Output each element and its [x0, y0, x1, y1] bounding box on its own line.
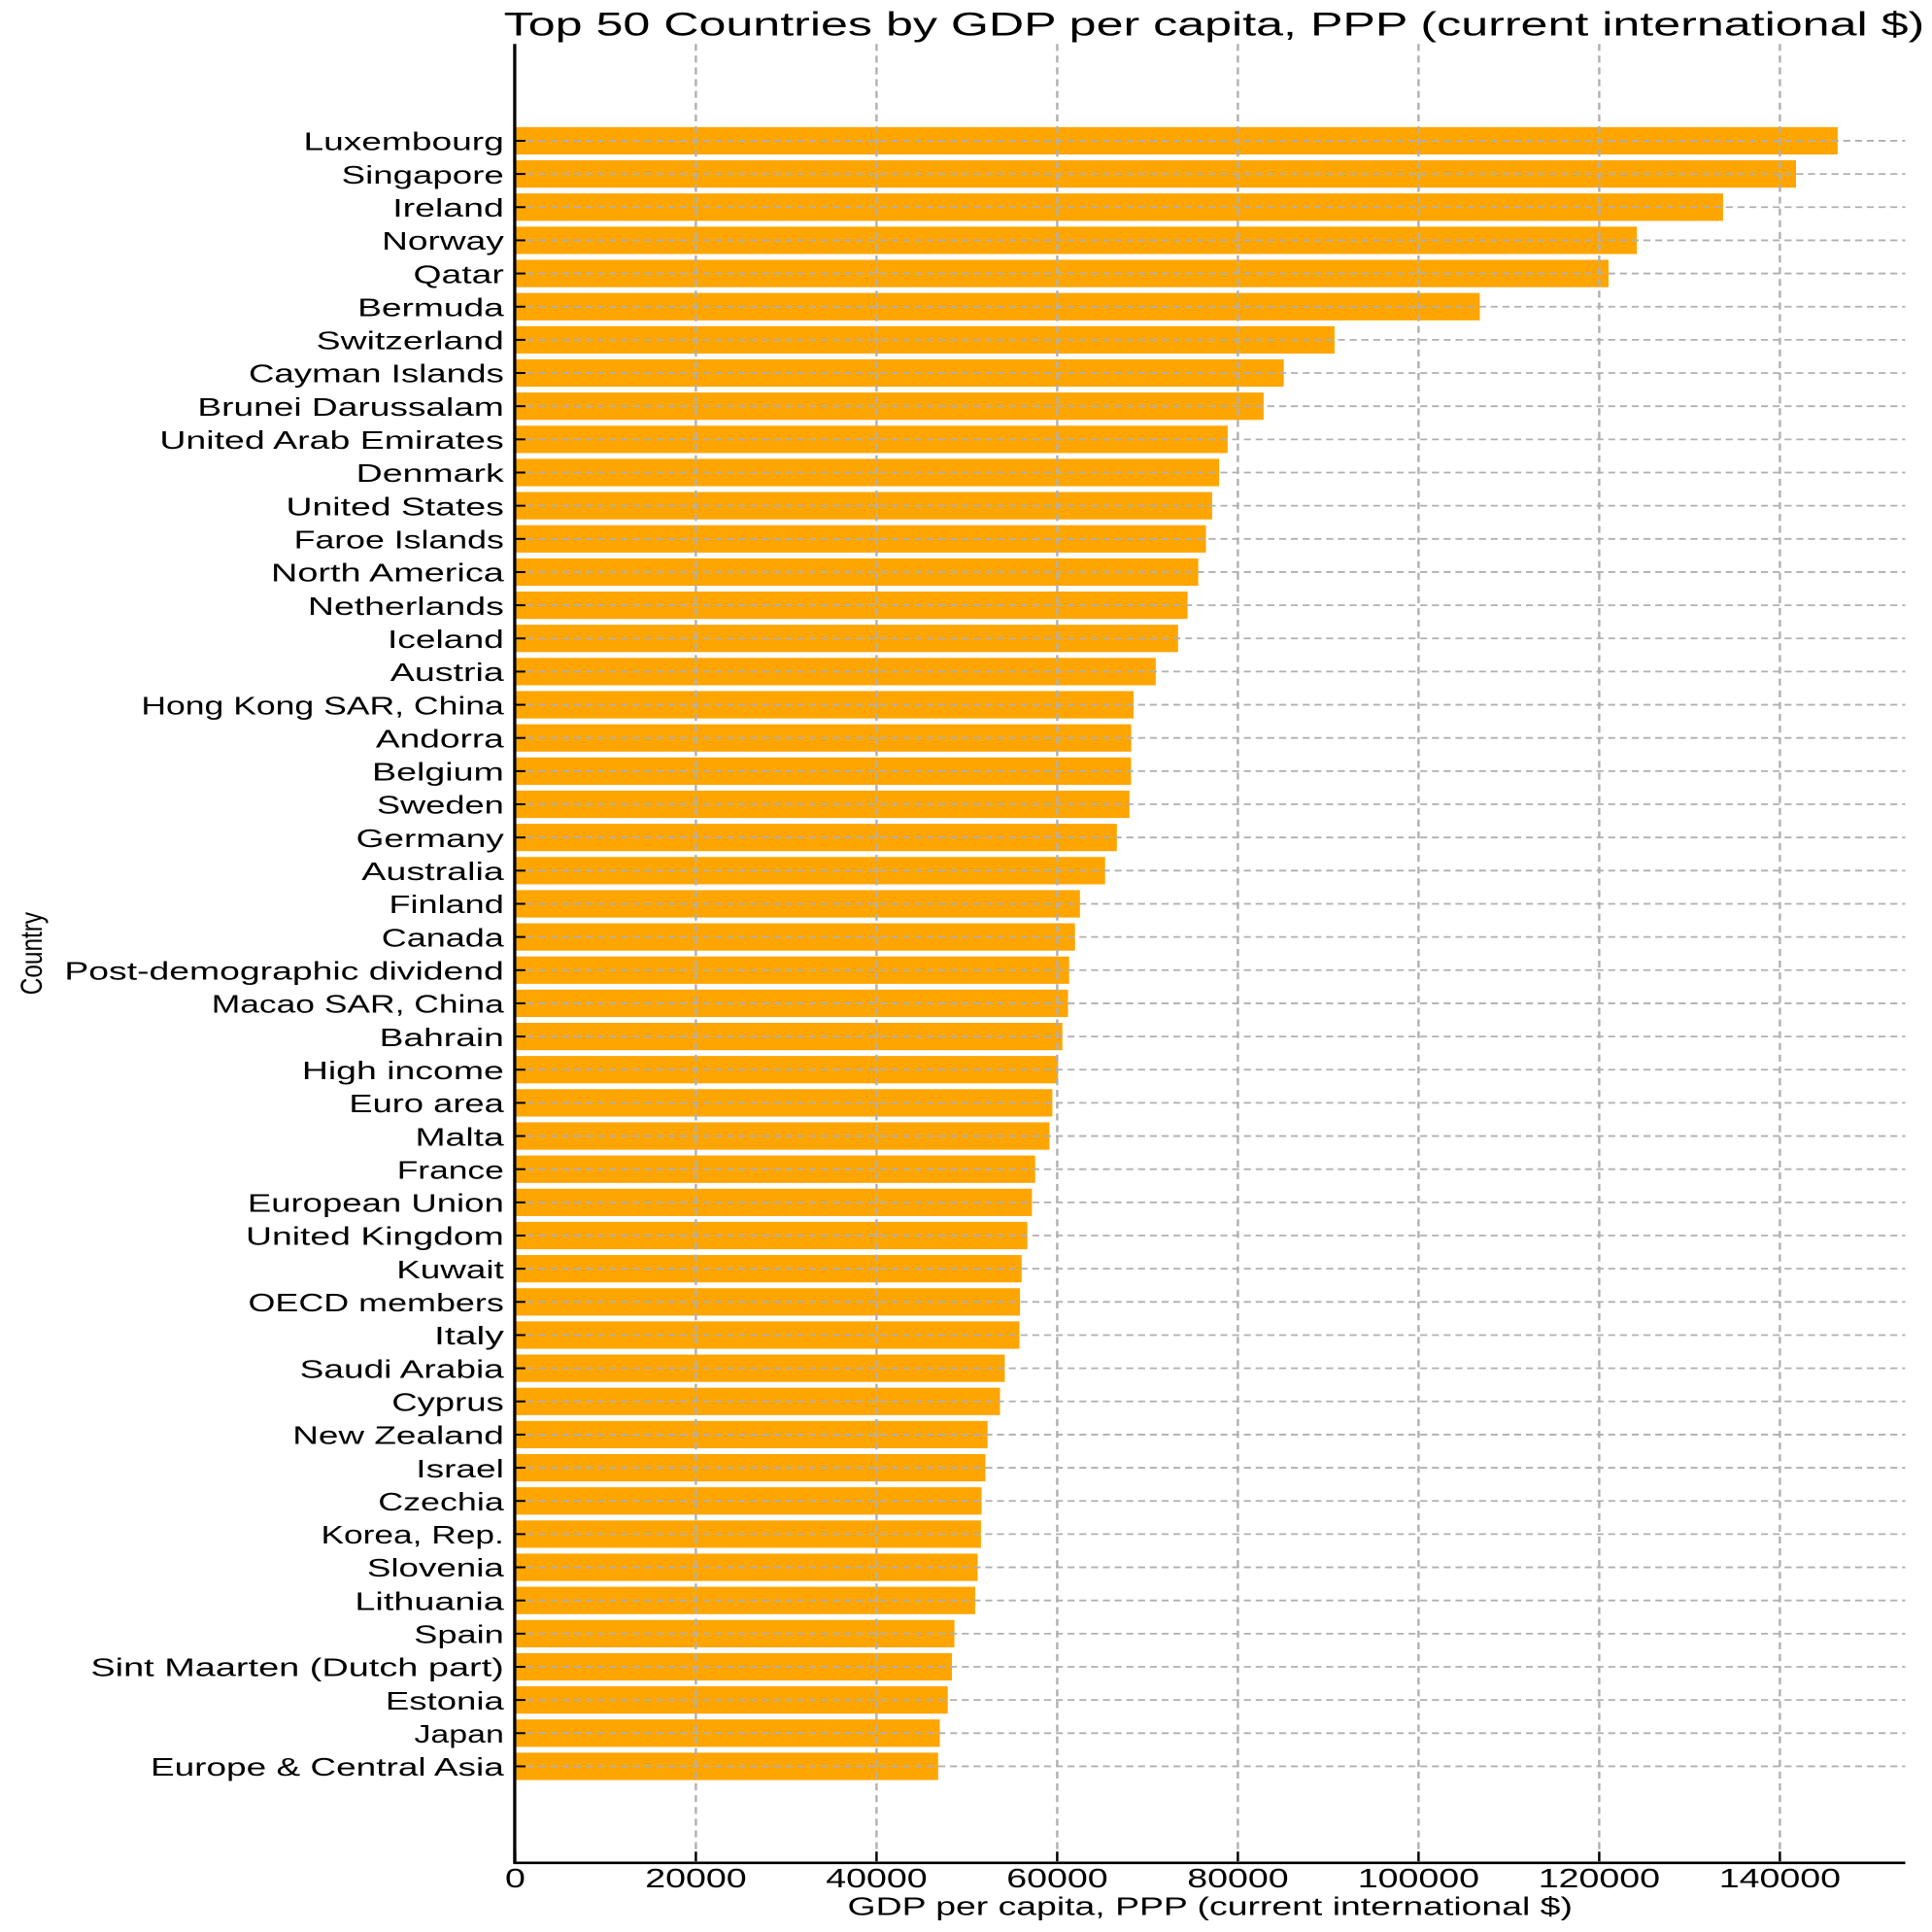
svg-text:Israel: Israel [416, 1454, 504, 1482]
svg-text:Post-demographic dividend: Post-demographic dividend [64, 957, 503, 985]
svg-text:Europe & Central Asia: Europe & Central Asia [151, 1753, 504, 1781]
svg-text:Hong Kong SAR, China: Hong Kong SAR, China [141, 692, 504, 720]
svg-text:Finland: Finland [390, 891, 504, 919]
svg-text:New Zealand: New Zealand [292, 1421, 504, 1449]
svg-text:Denmark: Denmark [356, 459, 505, 488]
svg-text:Kuwait: Kuwait [396, 1255, 504, 1283]
svg-text:GDP per capita, PPP (current i: GDP per capita, PPP (current internation… [848, 1892, 1573, 1920]
svg-text:Belgium: Belgium [372, 758, 504, 786]
svg-text:60000: 60000 [1006, 1863, 1107, 1893]
svg-text:Top 50 Countries by GDP per ca: Top 50 Countries by GDP per capita, PPP … [504, 6, 1925, 43]
svg-text:Estonia: Estonia [386, 1686, 504, 1714]
svg-text:France: France [397, 1156, 504, 1184]
svg-text:Switzerland: Switzerland [317, 326, 504, 355]
svg-text:Italy: Italy [434, 1323, 504, 1351]
svg-text:80000: 80000 [1187, 1863, 1288, 1893]
svg-text:Netherlands: Netherlands [308, 592, 504, 620]
svg-text:120000: 120000 [1539, 1863, 1660, 1893]
svg-text:Australia: Australia [361, 858, 504, 886]
svg-text:Qatar: Qatar [414, 260, 505, 288]
svg-text:United Arab Emirates: United Arab Emirates [159, 426, 503, 455]
svg-text:OECD members: OECD members [249, 1289, 504, 1317]
svg-text:Saudi Arabia: Saudi Arabia [300, 1355, 504, 1383]
svg-text:Lithuania: Lithuania [355, 1587, 505, 1615]
svg-text:Korea, Rep.: Korea, Rep. [321, 1521, 503, 1549]
svg-text:High income: High income [302, 1057, 504, 1085]
svg-text:United Kingdom: United Kingdom [246, 1222, 504, 1250]
svg-text:Euro area: Euro area [349, 1089, 504, 1118]
svg-text:Norway: Norway [382, 227, 504, 255]
svg-text:Austria: Austria [390, 659, 504, 687]
svg-text:40000: 40000 [826, 1863, 927, 1893]
svg-text:Bermuda: Bermuda [357, 293, 504, 322]
svg-text:100000: 100000 [1358, 1863, 1479, 1893]
svg-text:Czechia: Czechia [378, 1488, 504, 1516]
svg-text:Luxembourg: Luxembourg [303, 127, 503, 155]
svg-text:Germany: Germany [356, 824, 504, 852]
svg-text:Ireland: Ireland [392, 194, 504, 222]
svg-text:Canada: Canada [382, 924, 505, 952]
svg-text:United States: United States [287, 492, 504, 521]
svg-text:Japan: Japan [414, 1721, 503, 1748]
svg-text:Singapore: Singapore [342, 160, 504, 188]
svg-text:Bahrain: Bahrain [380, 1023, 504, 1051]
svg-text:North America: North America [271, 559, 505, 587]
svg-text:Faroe Islands: Faroe Islands [294, 525, 504, 554]
svg-text:Cayman Islands: Cayman Islands [249, 359, 504, 388]
svg-text:Spain: Spain [414, 1620, 504, 1648]
svg-text:Sint Maarten (Dutch part): Sint Maarten (Dutch part) [90, 1654, 503, 1682]
svg-text:Country: Country [14, 911, 49, 995]
svg-text:0: 0 [505, 1863, 525, 1893]
svg-text:Iceland: Iceland [388, 625, 504, 653]
svg-text:Malta: Malta [415, 1123, 503, 1151]
svg-text:Sweden: Sweden [377, 791, 504, 820]
svg-text:20000: 20000 [645, 1863, 746, 1893]
svg-text:Macao SAR, China: Macao SAR, China [212, 990, 505, 1018]
svg-text:Cyprus: Cyprus [391, 1388, 504, 1416]
svg-text:Slovenia: Slovenia [367, 1554, 504, 1582]
svg-text:Brunei Darussalam: Brunei Darussalam [197, 392, 503, 421]
svg-text:140000: 140000 [1719, 1863, 1841, 1893]
svg-text:Andorra: Andorra [376, 725, 504, 753]
svg-text:European Union: European Union [248, 1189, 504, 1217]
